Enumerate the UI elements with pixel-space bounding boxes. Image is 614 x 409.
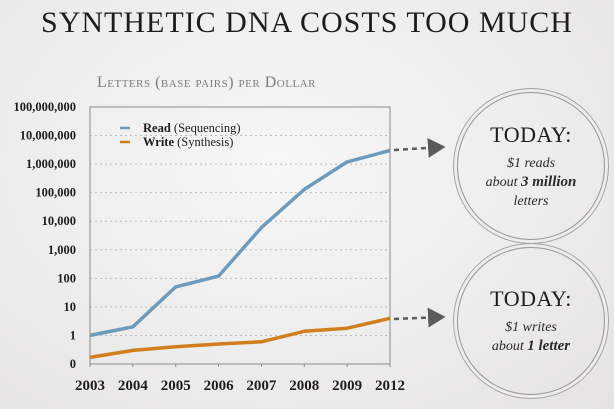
read-callout-line3: letters: [513, 193, 549, 209]
legend-write-label: Write (Synthesis): [143, 135, 233, 149]
x-tick-label: 2008: [289, 378, 319, 394]
x-tick-label: 2006: [204, 378, 235, 394]
read-callout-line2: about 3 million: [485, 173, 577, 190]
y-tick-label: 0: [70, 357, 76, 371]
y-tick-label: 100: [57, 271, 76, 285]
legend: Read (Sequencing) Write (Synthesis): [120, 121, 241, 149]
arrow-to-write-callout: [393, 307, 446, 328]
grid-lines: [90, 135, 390, 336]
y-axis-labels: 0 1 10 100 1,000 10,000 100,000 1,000,000 10,000…: [14, 100, 77, 371]
x-tick-label: 2004: [118, 378, 149, 394]
read-callout-circle: TODAY: $1 reads about 3 million letters: [457, 92, 605, 240]
legend-read-label: Read (Sequencing): [143, 121, 241, 135]
y-tick-label: 10: [64, 300, 77, 314]
x-tick-label: 2003: [75, 378, 105, 394]
plot-frame: [89, 106, 391, 365]
chart-subtitle: Letters (base pairs) per Dollar: [97, 74, 316, 91]
x-tick-label: 2012: [375, 378, 405, 394]
y-tick-label: 1: [70, 328, 76, 342]
read-sequencing-line: [89, 148, 391, 338]
y-tick-label: 10,000,000: [20, 129, 76, 143]
write-synthesis-line: [89, 316, 391, 360]
slide-title: SYNTHETIC DNA COSTS TOO MUCH: [41, 6, 573, 39]
arrow-to-read-callout: [393, 137, 446, 158]
read-callout-heading: TODAY:: [490, 121, 572, 147]
x-tick-label: 2009: [332, 378, 362, 394]
y-tick-label: 1,000: [48, 243, 76, 257]
read-callout-line1: $1 reads: [506, 155, 556, 171]
y-tick-label: 100,000: [35, 186, 76, 200]
x-tick-label: 2005: [161, 378, 191, 394]
x-axis-labels: 2003 2004 2005 2006 2007 2008 2009 2012: [75, 364, 405, 394]
y-tick-label: 100,000,000: [14, 100, 77, 114]
write-callout-circle: TODAY: $1 writes about 1 letter: [457, 247, 605, 395]
y-tick-label: 1,000,000: [26, 157, 76, 171]
write-callout-heading: TODAY:: [490, 286, 572, 311]
x-tick-label: 2007: [246, 378, 277, 394]
write-callout-line1: $1 writes: [505, 320, 557, 335]
y-tick-label: 10,000: [42, 214, 76, 228]
write-callout-line2: about 1 letter: [491, 338, 571, 354]
